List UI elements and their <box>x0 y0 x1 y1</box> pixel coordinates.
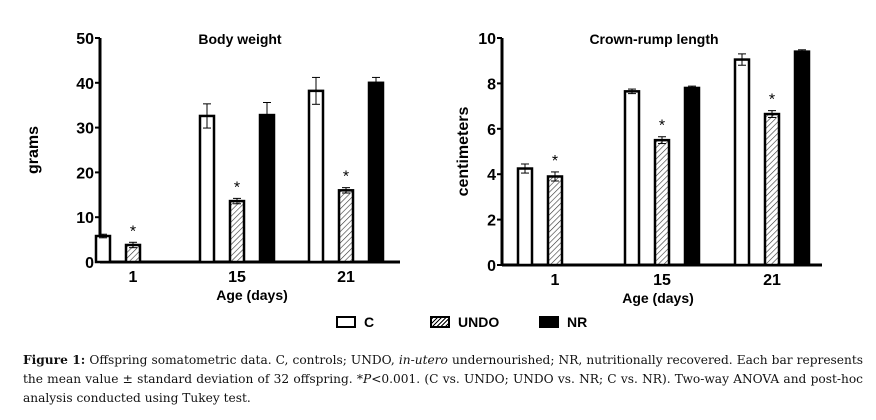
bar-c <box>94 234 112 264</box>
legend-label-undo: UNDO <box>458 314 500 330</box>
y-tick-label: 10 <box>478 31 496 48</box>
legend-swatch-undo <box>430 316 450 328</box>
y-tick-label: 10 <box>76 210 94 227</box>
caption-text-3: <0.001. (C vs. UNDO; UNDO vs. NR; C vs. … <box>23 372 864 405</box>
legend-label-c: C <box>364 314 375 330</box>
bar-undo <box>546 175 564 267</box>
legend-swatch-nr <box>539 316 559 328</box>
x-tick-label: 15 <box>228 269 246 286</box>
legend-label-nr: NR <box>567 314 588 330</box>
significance-marker: * <box>659 118 665 135</box>
x-axis-label: Age (days) <box>622 290 694 306</box>
y-tick-label: 8 <box>487 76 496 93</box>
crown-rump-length-chart: 0 2 4 6 8 10 Crown-rump length centimeters Age (… <box>455 31 822 306</box>
chart-title: Body weight <box>198 31 282 47</box>
x-tick-label: 21 <box>337 269 355 286</box>
bar-c <box>307 89 325 264</box>
caption-text-2: undernourished; NR, nutritionally recove… <box>23 353 864 386</box>
bar-undo <box>228 199 246 264</box>
bar-c <box>198 114 216 264</box>
bar-c <box>733 58 751 267</box>
figure-caption: Figure 1: Offspring somatometric data. C… <box>23 351 863 408</box>
x-axis-label: Age (days) <box>216 287 288 303</box>
y-axis-label: grams <box>25 126 42 174</box>
y-tick-label: 20 <box>76 165 94 182</box>
bar-nr <box>367 81 385 264</box>
significance-marker: * <box>769 92 775 109</box>
caption-label: Figure 1: <box>23 353 86 367</box>
body-weight-chart: 0 10 20 30 40 50 Body weight grams Age (days) 1 15… <box>25 31 400 303</box>
y-tick-label: 40 <box>76 76 94 93</box>
significance-marker: * <box>130 223 136 240</box>
caption-italic-1: in-utero <box>398 353 448 367</box>
y-axis-label: centimeters <box>455 106 472 196</box>
caption-italic-2: P <box>362 372 372 386</box>
y-tick-label: 2 <box>487 213 496 230</box>
x-tick-label: 15 <box>653 272 671 289</box>
y-tick-label: 0 <box>487 258 496 275</box>
chart-title: Crown-rump length <box>589 31 718 47</box>
bar-undo <box>337 189 355 264</box>
x-tick-label: 1 <box>551 272 560 289</box>
significance-marker: * <box>234 179 240 196</box>
bar-nr <box>258 113 276 264</box>
bar-c <box>516 167 534 267</box>
bar-undo <box>763 112 781 267</box>
bar-nr <box>683 86 701 267</box>
legend-item-undo: UNDO <box>430 314 499 330</box>
bar-nr <box>793 50 811 267</box>
y-tick-label: 0 <box>85 255 94 272</box>
y-tick-label: 4 <box>487 167 496 184</box>
bar-undo <box>653 138 671 267</box>
significance-marker: * <box>552 153 558 170</box>
legend: C UNDO NR <box>0 314 876 336</box>
x-tick-label: 1 <box>129 269 138 286</box>
legend-item-c: C <box>336 314 374 330</box>
significance-marker: * <box>343 169 349 186</box>
x-tick-label: 21 <box>763 272 781 289</box>
y-tick-label: 6 <box>487 122 496 139</box>
y-tick-label: 30 <box>76 121 94 138</box>
legend-item-nr: NR <box>539 314 587 330</box>
legend-swatch-c <box>336 316 356 328</box>
y-tick-label: 50 <box>76 31 94 48</box>
caption-text-1: Offspring somatometric data. C, controls… <box>85 353 399 367</box>
bar-c <box>623 90 641 267</box>
